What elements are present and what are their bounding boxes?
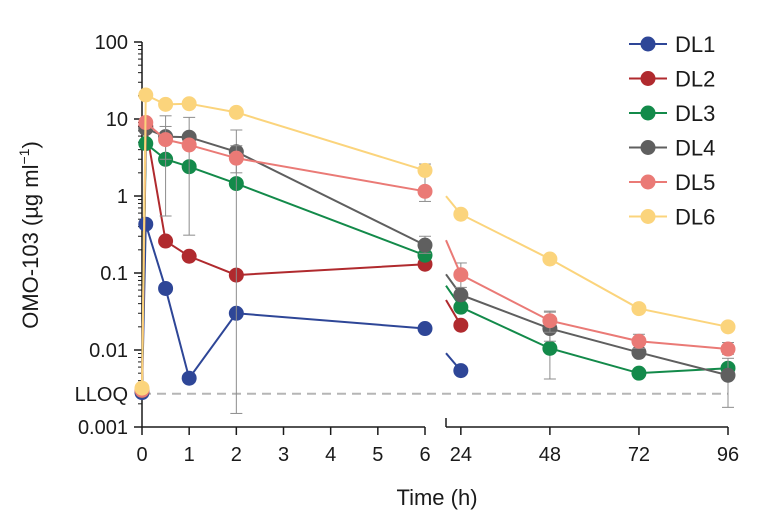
data-point bbox=[631, 301, 647, 317]
y-tick-label: 10 bbox=[106, 109, 128, 131]
y-tick-label: 100 bbox=[95, 32, 128, 54]
data-point bbox=[453, 267, 469, 283]
y-axis-title-close: ) bbox=[18, 141, 43, 148]
series-line bbox=[445, 239, 729, 351]
x-tick-label: 48 bbox=[539, 444, 561, 466]
y-tick-label: 0.001 bbox=[78, 417, 128, 439]
legend-marker bbox=[640, 105, 656, 121]
x-tick-label: 4 bbox=[325, 444, 336, 466]
data-point bbox=[542, 340, 558, 356]
legend-label: DL2 bbox=[675, 67, 715, 92]
legend-item-dl4: DL4 bbox=[629, 136, 715, 161]
lloq-label: LLOQ bbox=[75, 384, 128, 406]
y-tick-label: 1 bbox=[117, 186, 128, 208]
legend-marker bbox=[640, 140, 656, 155]
data-point bbox=[228, 150, 244, 166]
x-tick-label: 96 bbox=[717, 444, 739, 466]
tick-labels: 100 10 1 0.1 0.01 0.001 0 1 2 3 4 5 6 24 48 72 96 bbox=[78, 32, 739, 466]
data-point bbox=[453, 287, 469, 303]
data-point bbox=[134, 380, 150, 396]
legend-label: DL1 bbox=[675, 32, 715, 57]
data-point bbox=[417, 183, 433, 199]
legend: DL1 DL2 DL3 DL4 DL5 DL6 bbox=[629, 32, 715, 230]
data-point bbox=[158, 96, 174, 112]
series-dl2 bbox=[134, 118, 469, 398]
data-point bbox=[181, 248, 197, 264]
series-dl6 bbox=[134, 87, 736, 396]
legend-item-dl1: DL1 bbox=[629, 32, 715, 57]
data-point bbox=[631, 365, 647, 381]
legend-item-dl3: DL3 bbox=[629, 101, 715, 126]
data-point bbox=[542, 313, 558, 329]
legend-item-dl6: DL6 bbox=[629, 205, 715, 230]
series-line bbox=[141, 223, 426, 393]
legend-marker bbox=[640, 174, 656, 190]
y-axis-title-main: OMO-103 (µg ml bbox=[18, 165, 43, 329]
data-point bbox=[720, 319, 736, 335]
data-point bbox=[138, 216, 154, 232]
legend-marker bbox=[640, 36, 656, 52]
y-tick-label: 0.1 bbox=[100, 263, 128, 285]
data-point bbox=[631, 333, 647, 349]
legend-label: DL5 bbox=[675, 170, 715, 195]
legend-label: DL4 bbox=[675, 136, 715, 161]
legend-item-dl2: DL2 bbox=[629, 67, 715, 92]
data-point bbox=[453, 363, 469, 379]
data-point bbox=[158, 132, 174, 148]
legend-label: DL6 bbox=[675, 205, 715, 230]
x-tick-label: 6 bbox=[419, 444, 430, 466]
series-group bbox=[134, 87, 736, 414]
data-point bbox=[417, 162, 433, 178]
data-point bbox=[417, 237, 433, 253]
x-tick-label: 24 bbox=[450, 444, 472, 466]
data-point bbox=[181, 137, 197, 153]
y-axis-title: OMO-103 (µg ml−1) bbox=[16, 141, 43, 329]
data-point bbox=[228, 104, 244, 120]
series-dl4 bbox=[134, 115, 736, 414]
data-point bbox=[720, 341, 736, 357]
x-tick-label: 1 bbox=[184, 444, 195, 466]
legend-marker bbox=[640, 209, 656, 224]
legend-item-dl5: DL5 bbox=[629, 170, 715, 195]
lloq-line: LLOQ bbox=[75, 384, 728, 406]
data-point bbox=[181, 370, 197, 386]
data-point bbox=[181, 96, 197, 112]
data-point bbox=[417, 321, 433, 337]
x-tick-label: 5 bbox=[372, 444, 383, 466]
data-point bbox=[138, 87, 154, 103]
data-point bbox=[158, 233, 174, 249]
data-point bbox=[542, 251, 558, 267]
data-point bbox=[158, 280, 174, 296]
data-point bbox=[453, 317, 469, 333]
series-line bbox=[141, 93, 426, 389]
x-axis-title: Time (h) bbox=[396, 485, 477, 510]
y-tick-label: 0.01 bbox=[89, 340, 128, 362]
x-tick-label: 72 bbox=[628, 444, 650, 466]
legend-marker bbox=[640, 71, 656, 86]
y-axis-title-superscript: −1 bbox=[16, 148, 32, 164]
x-tick-label: 3 bbox=[278, 444, 289, 466]
data-point bbox=[720, 367, 736, 383]
data-point bbox=[453, 206, 469, 222]
data-point bbox=[453, 299, 469, 315]
x-tick-label: 2 bbox=[231, 444, 242, 466]
legend-label: DL3 bbox=[675, 101, 715, 126]
x-tick-label: 0 bbox=[136, 444, 147, 466]
